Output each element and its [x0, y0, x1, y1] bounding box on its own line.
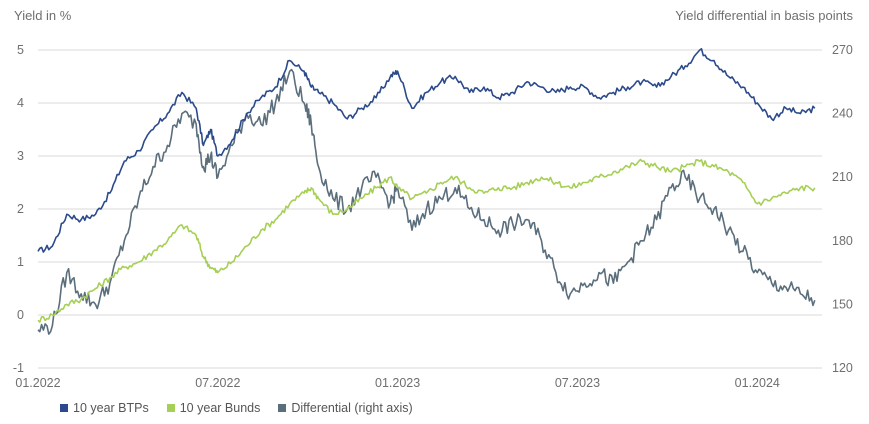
- x-tick-1: 07.2022: [195, 376, 240, 390]
- y-tick-left-6: 5: [17, 43, 24, 57]
- y-tick-left-5: 4: [17, 96, 24, 110]
- x-tick-3: 07.2023: [555, 376, 600, 390]
- series-line-0: [37, 48, 816, 253]
- series-line-1: [37, 158, 816, 323]
- x-tick-4: 01.2024: [735, 376, 780, 390]
- legend-item-btps: 10 year BTPs: [60, 401, 149, 415]
- y-axis-left-title: Yield in %: [14, 8, 72, 23]
- x-tick-0: 01.2022: [15, 376, 60, 390]
- y-tick-left-2: 1: [17, 255, 24, 269]
- y-tick-right-4: 240: [832, 107, 853, 121]
- series-line-2: [37, 68, 816, 335]
- legend-swatch-differential: [278, 404, 287, 412]
- y-tick-right-2: 180: [832, 234, 853, 248]
- legend-item-bunds: 10 year Bunds: [166, 401, 261, 415]
- legend-swatch-btps: [60, 404, 68, 412]
- legend-label-differential: Differential (right axis): [291, 401, 413, 415]
- y-tick-left-4: 3: [17, 149, 24, 163]
- legend-item-differential: Differential (right axis): [278, 401, 413, 415]
- y-axis-right-title: Yield differential in basis points: [675, 8, 853, 23]
- y-tick-left-0: -1: [13, 361, 24, 375]
- legend: 10 year BTPs 10 year Bunds Differential …: [60, 401, 413, 415]
- legend-swatch-bunds: [166, 404, 175, 412]
- y-tick-right-0: 120: [832, 361, 853, 375]
- line-chart: -1 0 1 2 3 4 5 120 150 180 210 240 270 01.2022 07.2022…: [13, 43, 853, 390]
- legend-label-btps: 10 year BTPs: [73, 401, 149, 415]
- legend-label-bunds: 10 year Bunds: [179, 401, 261, 415]
- x-tick-2: 01.2023: [375, 376, 420, 390]
- y-tick-left-3: 2: [17, 202, 24, 216]
- y-tick-right-5: 270: [832, 43, 853, 57]
- y-tick-left-1: 0: [17, 308, 24, 322]
- y-tick-right-1: 150: [832, 297, 853, 311]
- y-tick-right-3: 210: [832, 170, 853, 184]
